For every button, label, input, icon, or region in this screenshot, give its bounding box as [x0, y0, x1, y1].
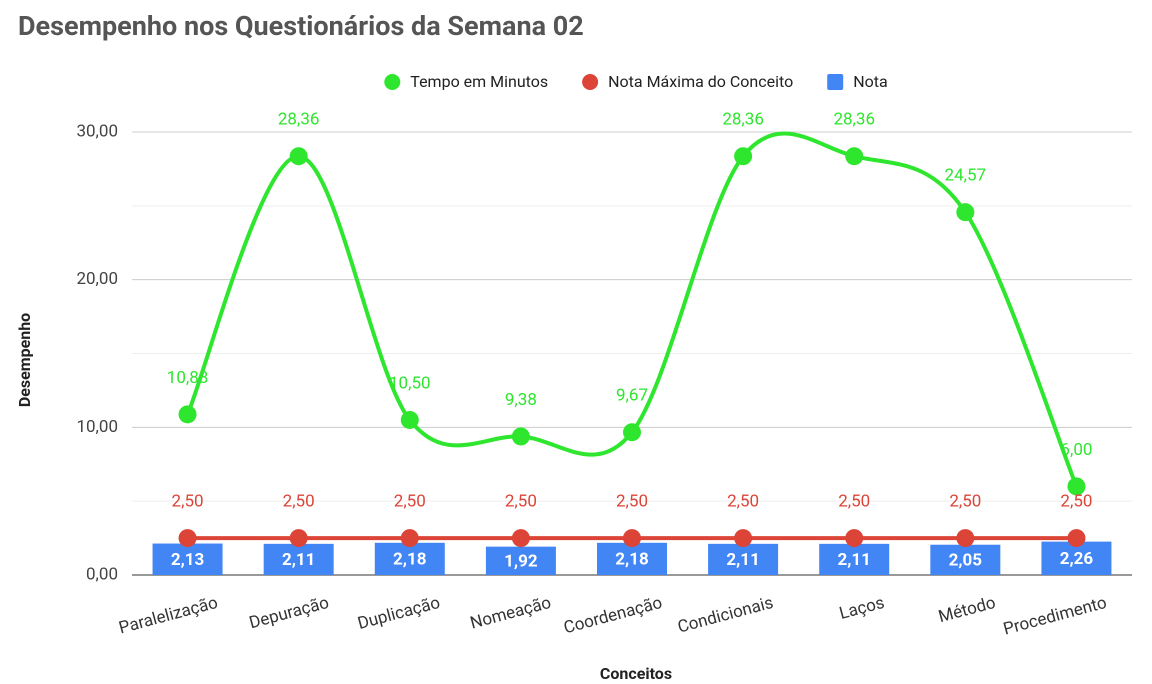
x-tick-label: Nomeação: [468, 593, 553, 634]
data-label: 9,67: [616, 386, 648, 406]
legend-label: Nota: [853, 72, 887, 91]
y-tick-label: 30,00: [76, 121, 118, 141]
y-tick-label: 0,00: [86, 564, 118, 584]
y-tick-label: 20,00: [76, 269, 118, 289]
data-label: 2,50: [283, 492, 315, 512]
data-label: 2,50: [838, 492, 870, 512]
point: [845, 529, 864, 548]
data-label: 10,50: [389, 373, 431, 393]
x-tick-label: Duplicação: [356, 593, 443, 634]
legend-item: Tempo em Minutos: [384, 72, 548, 91]
chart-title: Desempenho nos Questionários da Semana 0…: [18, 10, 584, 42]
x-tick-label: Depuração: [247, 593, 331, 633]
y-axis-title: Desempenho: [15, 313, 34, 407]
legend-swatch: [582, 74, 599, 90]
point: [289, 529, 308, 548]
point: [623, 529, 641, 548]
bar: [152, 543, 223, 575]
legend-item: Nota: [827, 72, 888, 91]
data-label: 2,11: [726, 550, 759, 570]
data-label: 2,13: [171, 550, 204, 570]
data-label: 2,18: [615, 549, 648, 569]
bar: [1041, 541, 1112, 575]
bar: [263, 543, 334, 575]
data-label: 2,50: [505, 492, 537, 512]
x-tick-label: Coordenação: [562, 593, 665, 638]
data-label: 28,36: [833, 110, 875, 130]
data-label: 6,00: [1060, 440, 1092, 460]
data-label: 2,50: [949, 492, 981, 512]
point: [400, 529, 419, 548]
point: [956, 529, 975, 548]
bar: [597, 542, 667, 575]
data-label: 2,50: [1060, 492, 1092, 512]
x-tick-label: Método: [936, 593, 997, 627]
point: [511, 427, 530, 446]
data-label: 2,50: [394, 492, 426, 512]
legend-label: Tempo em Minutos: [410, 72, 548, 91]
bar: [708, 543, 779, 575]
point: [511, 529, 530, 548]
data-label: 2,05: [949, 550, 983, 570]
legend: Tempo em Minutos Nota Máxima do Conceito N…: [384, 72, 888, 91]
data-label: 24,57: [945, 166, 987, 186]
data-label: 2,26: [1060, 549, 1094, 569]
data-label: 9,38: [505, 390, 537, 410]
legend-swatch: [827, 74, 844, 90]
point: [1067, 529, 1086, 548]
x-axis-title: Conceitos: [600, 664, 672, 683]
data-label: 10,88: [167, 368, 209, 388]
data-label: 28,36: [722, 110, 764, 130]
legend-label: Nota Máxima do Conceito: [608, 72, 793, 91]
bar: [930, 544, 1001, 575]
bar: [485, 546, 556, 575]
legend-swatch: [384, 74, 401, 90]
data-label: 2,50: [172, 492, 204, 512]
legend-item: Nota Máxima do Conceito: [582, 72, 793, 91]
point: [400, 410, 419, 429]
x-tick-label: Laços: [837, 593, 886, 624]
bar: [819, 543, 890, 575]
data-label: 2,50: [616, 492, 648, 512]
bar: [374, 542, 445, 575]
point: [178, 405, 197, 424]
point: [623, 423, 641, 442]
data-label: 2,11: [837, 550, 870, 570]
data-label: 2,18: [393, 549, 426, 569]
y-tick-label: 10,00: [76, 417, 118, 437]
data-label: 2,11: [282, 550, 315, 570]
point: [289, 147, 308, 166]
data-label: 1,92: [504, 551, 538, 571]
point: [845, 147, 864, 166]
point: [734, 147, 753, 166]
x-tick-label: Paralelização: [117, 593, 220, 639]
x-tick-label: Procedimento: [1001, 593, 1109, 640]
data-label: 2,50: [727, 492, 759, 512]
x-tick-label: Condicionais: [676, 593, 776, 638]
point: [1067, 477, 1086, 496]
point: [956, 203, 975, 222]
data-label: 28,36: [278, 110, 320, 130]
point: [178, 529, 197, 548]
point: [734, 529, 753, 548]
